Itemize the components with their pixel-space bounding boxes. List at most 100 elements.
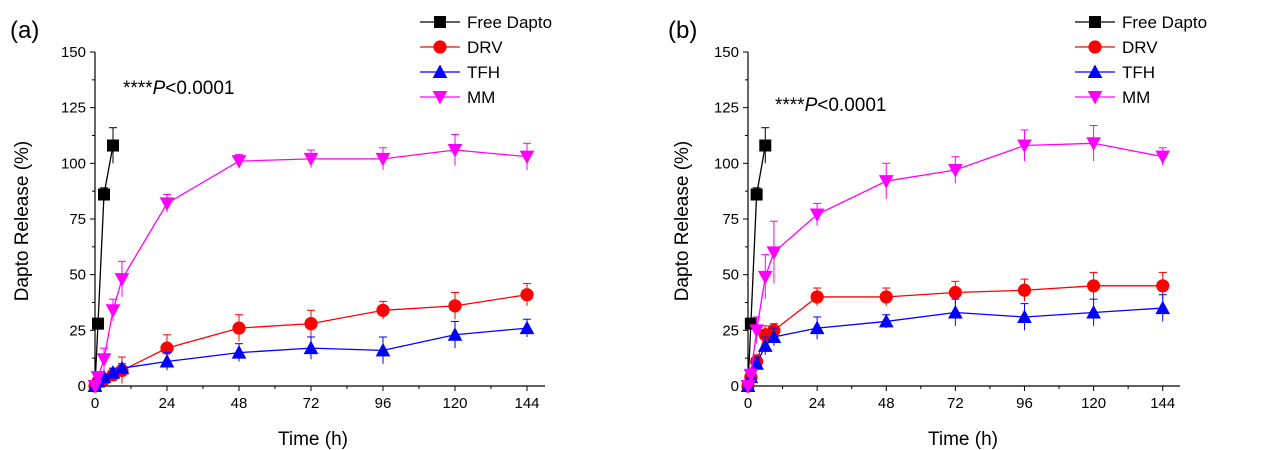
legend: Free Dapto DRV TFH MM — [1075, 13, 1207, 107]
data-point-free-dapto — [759, 139, 772, 152]
y-tick-label: 0 — [78, 378, 86, 395]
data-point-drv — [879, 290, 893, 304]
y-tick-label: 75 — [69, 211, 86, 228]
legend-label-mm: MM — [467, 88, 495, 107]
data-point-mm — [105, 304, 121, 318]
annotation-p-symbol: P — [805, 95, 818, 116]
legend-label-free-dapto: Free Dapto — [467, 13, 552, 32]
data-point-drv — [948, 285, 962, 300]
annotation-stars: **** — [775, 95, 805, 116]
data-point-free-dapto — [92, 317, 104, 330]
data-point-mm — [878, 175, 894, 189]
legend-marker-drv — [433, 40, 447, 54]
data-point-mm — [948, 164, 963, 178]
significance-annotation-a: ****P<0.0001 — [123, 78, 234, 99]
data-point-drv — [810, 290, 824, 304]
y-tick-label: 150 — [714, 44, 739, 61]
data-point-tfh — [766, 329, 782, 344]
series-line-free-dapto — [94, 145, 114, 387]
data-point-drv — [304, 317, 318, 331]
legend-label-tfh: TFH — [1122, 63, 1155, 82]
annotation-relation: <0.0001 — [817, 95, 886, 116]
y-axis-title-a: Dapto Release (%) — [12, 141, 33, 302]
series-mm — [87, 133, 535, 394]
series-drv — [741, 271, 1170, 393]
x-tick-label: 72 — [947, 395, 964, 412]
y-tick-label: 125 — [714, 100, 739, 117]
legend-marker-mm — [1087, 91, 1103, 105]
data-point-mm — [114, 273, 130, 287]
data-point-drv — [520, 288, 534, 302]
x-tick-label: 144 — [514, 395, 539, 412]
x-tick-label: 48 — [878, 395, 895, 412]
x-tick-label: 144 — [1150, 395, 1175, 412]
data-point-tfh — [519, 320, 535, 335]
data-point-tfh — [1155, 300, 1171, 315]
annotation-p-symbol: P — [153, 78, 166, 99]
panel-label-a: (a) — [10, 17, 39, 44]
data-point-drv — [1017, 283, 1032, 297]
legend-marker-tfh — [1087, 64, 1103, 78]
data-point-mm — [809, 208, 825, 223]
data-point-drv — [1156, 279, 1170, 293]
data-point-tfh — [809, 320, 825, 335]
series-mm — [740, 124, 1171, 394]
x-axis-title-a: Time (h) — [278, 429, 348, 450]
data-point-drv — [448, 299, 462, 313]
y-tick-label: 100 — [61, 155, 86, 172]
series-free-dapto — [742, 127, 772, 392]
panel-label-b: (b) — [668, 17, 697, 44]
significance-annotation-b: ****P<0.0001 — [775, 95, 886, 116]
data-point-tfh — [231, 345, 247, 359]
x-tick-label: 0 — [744, 395, 752, 412]
data-point-drv — [1087, 279, 1101, 293]
legend-marker-free-dapto — [1089, 16, 1101, 28]
x-tick-label: 72 — [303, 395, 320, 412]
annotation-stars: **** — [123, 78, 153, 99]
x-axis-title-b: Time (h) — [928, 429, 998, 450]
data-point-tfh — [159, 353, 175, 368]
y-tick-label: 100 — [714, 155, 739, 172]
legend-label-tfh: TFH — [467, 63, 500, 82]
y-tick-label: 0 — [731, 378, 739, 395]
data-point-drv — [376, 303, 390, 317]
data-point-mm — [303, 152, 319, 167]
x-tick-label: 96 — [375, 395, 392, 412]
panel-b: (b) ****P<0.0001 Time (h) Dapto Release … — [668, 13, 1207, 450]
data-point-mm — [757, 270, 773, 285]
x-tick-label: 48 — [231, 395, 248, 412]
y-tick-label: 125 — [61, 100, 86, 117]
data-point-mm — [90, 371, 106, 385]
x-tick-label: 120 — [442, 395, 467, 412]
data-point-mm — [743, 368, 759, 383]
panel-a: (a) ****P<0.0001 Time (h) Dapto Release … — [10, 13, 552, 450]
x-tick-label: 96 — [1016, 395, 1033, 412]
legend-label-free-dapto: Free Dapto — [1122, 13, 1207, 32]
legend-marker-tfh — [432, 64, 448, 78]
y-tick-label: 75 — [722, 211, 739, 228]
data-point-drv — [232, 321, 246, 335]
data-point-free-dapto — [107, 139, 119, 152]
x-tick-label: 0 — [91, 395, 99, 412]
data-point-tfh — [303, 340, 319, 355]
legend-label-mm: MM — [1122, 88, 1150, 107]
legend: Free Dapto DRV TFH MM — [420, 13, 552, 107]
series-line-free-dapto — [747, 145, 766, 387]
data-point-mm — [231, 155, 247, 169]
data-point-tfh — [878, 313, 894, 328]
data-point-tfh — [114, 360, 130, 375]
data-point-mm — [766, 246, 782, 260]
legend-marker-mm — [432, 91, 448, 105]
data-point-free-dapto — [750, 188, 763, 201]
legend-label-drv: DRV — [1122, 38, 1158, 57]
data-point-tfh — [1086, 304, 1101, 319]
data-point-mm — [749, 324, 764, 338]
data-point-mm — [447, 143, 463, 158]
data-point-free-dapto — [98, 188, 110, 201]
x-tick-label: 24 — [159, 395, 176, 412]
y-tick-label: 50 — [722, 267, 739, 284]
legend-marker-free-dapto — [434, 16, 446, 28]
data-point-mm — [1017, 139, 1032, 154]
data-point-tfh — [447, 327, 463, 341]
